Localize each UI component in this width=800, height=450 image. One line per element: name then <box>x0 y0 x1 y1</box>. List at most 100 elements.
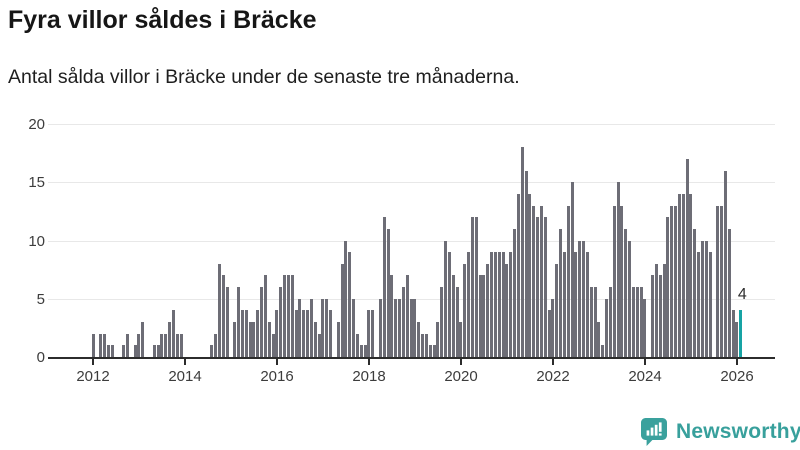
x-axis-line <box>48 357 775 359</box>
bar <box>624 228 628 357</box>
highlight-value-label: 4 <box>737 286 747 304</box>
bar <box>286 275 290 357</box>
bar <box>543 217 547 357</box>
bar <box>731 310 735 357</box>
x-axis-tick <box>184 359 186 365</box>
bar <box>455 287 459 357</box>
bar <box>401 287 405 357</box>
bar <box>677 193 681 357</box>
bar <box>122 345 126 357</box>
bar <box>723 170 727 357</box>
bar <box>271 333 275 357</box>
highlighted-bar <box>739 310 743 357</box>
x-axis-label: 2022 <box>536 368 570 385</box>
bar <box>371 310 375 357</box>
bar <box>666 217 670 357</box>
bar <box>674 205 678 357</box>
bar <box>428 345 432 357</box>
bar <box>160 333 164 357</box>
bar <box>539 205 543 357</box>
bar <box>409 298 413 357</box>
bar <box>405 275 409 357</box>
bar <box>133 345 137 357</box>
bar <box>578 240 582 357</box>
bar <box>547 310 551 357</box>
bar <box>662 263 666 357</box>
bar <box>125 333 129 357</box>
bar <box>152 345 156 357</box>
bar <box>532 205 536 357</box>
x-axis-label: 2012 <box>76 368 110 385</box>
bar <box>248 322 252 357</box>
gridline <box>48 240 775 242</box>
bar <box>363 345 367 357</box>
bar <box>513 228 517 357</box>
x-axis-tick <box>460 359 462 365</box>
bar <box>451 275 455 357</box>
bar <box>210 345 214 357</box>
bar <box>605 298 609 357</box>
bar <box>440 287 444 357</box>
y-axis-label: 10 <box>28 232 45 250</box>
bar <box>524 170 528 357</box>
bar <box>493 252 497 357</box>
bar <box>570 182 574 357</box>
bar <box>643 298 647 357</box>
bar <box>727 228 731 357</box>
bar <box>306 310 310 357</box>
bar <box>704 240 708 357</box>
bar <box>478 275 482 357</box>
bar <box>735 322 739 357</box>
bar <box>221 275 225 357</box>
bar <box>233 322 237 357</box>
bar <box>670 205 674 357</box>
x-axis-tick <box>368 359 370 365</box>
y-axis-label: 20 <box>28 116 45 133</box>
bar <box>654 263 658 357</box>
bar <box>398 298 402 357</box>
x-axis-tick <box>552 359 554 365</box>
bar <box>214 333 218 357</box>
bar <box>505 263 509 357</box>
bar <box>562 252 566 357</box>
bar <box>336 322 340 357</box>
bar <box>689 193 693 357</box>
gridline <box>48 124 775 125</box>
bar <box>651 275 655 357</box>
bar <box>459 322 463 357</box>
bar <box>635 287 639 357</box>
newsworthy-bubble-chart-icon <box>640 417 668 447</box>
bar <box>225 287 229 357</box>
bar <box>520 147 524 357</box>
bar <box>367 310 371 357</box>
bar <box>175 333 179 357</box>
bar <box>720 205 724 357</box>
bar <box>171 310 175 357</box>
bar <box>352 298 356 357</box>
x-axis-label: 2016 <box>260 368 294 385</box>
bar <box>390 275 394 357</box>
bar <box>528 193 532 357</box>
bar <box>421 333 425 357</box>
x-axis-label: 2024 <box>628 368 662 385</box>
bar <box>329 310 333 357</box>
y-axis-label: 15 <box>28 174 45 192</box>
x-axis-label: 2018 <box>352 368 386 385</box>
bar <box>317 333 321 357</box>
bar <box>490 252 494 357</box>
bar <box>497 252 501 357</box>
bar <box>302 310 306 357</box>
bar <box>486 263 490 357</box>
bar <box>298 298 302 357</box>
bar <box>91 333 95 357</box>
bar <box>263 275 267 357</box>
bar <box>106 345 110 357</box>
bar <box>359 345 363 357</box>
bar <box>260 287 264 357</box>
bar <box>417 322 421 357</box>
y-axis-label: 0 <box>36 349 45 366</box>
bar <box>252 322 256 357</box>
bar <box>582 240 586 357</box>
bar <box>463 263 467 357</box>
x-axis-label: 2026 <box>720 368 754 385</box>
